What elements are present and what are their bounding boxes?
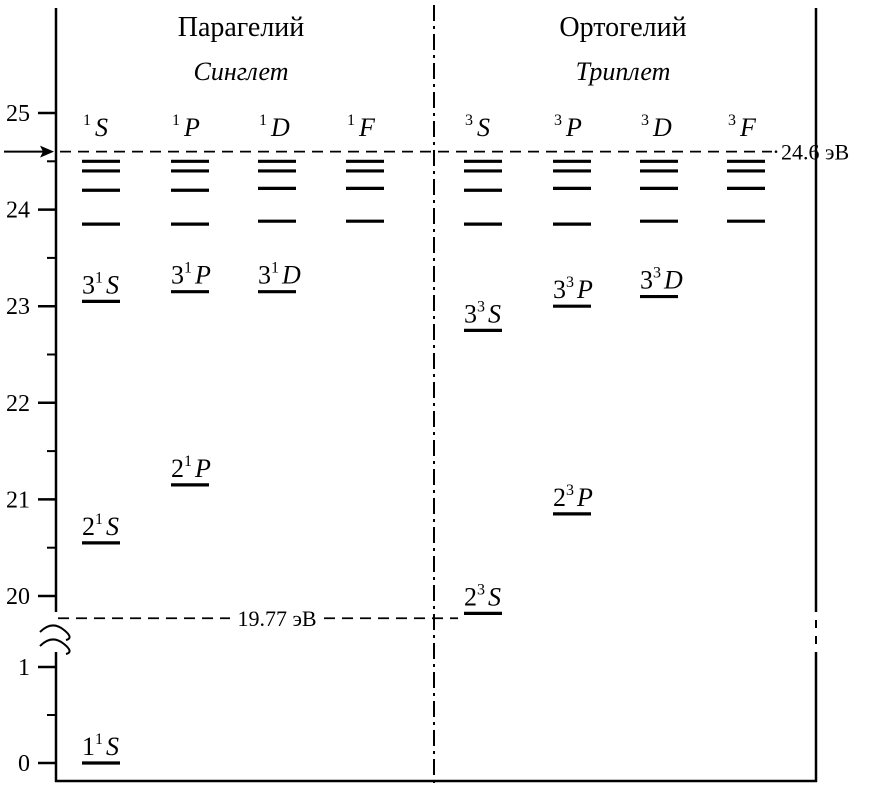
- term-multiplicity: 1: [172, 112, 180, 129]
- term-multiplicity: 1: [347, 112, 355, 129]
- y-tick-label: 20: [6, 584, 30, 610]
- level-letter: D: [281, 261, 301, 290]
- level-label-23S: 23 S: [464, 581, 501, 611]
- level-label-31S: 31 S: [82, 269, 119, 299]
- level-label-33D: 33 D: [640, 265, 683, 295]
- level-letter: S: [106, 270, 119, 299]
- ionization-dot: [774, 150, 778, 153]
- guide-lines: 24.6 эВ 19.77 эВ: [4, 140, 849, 631]
- y-tick-label: 23: [6, 294, 30, 320]
- level-multiplicity: 1: [95, 269, 103, 286]
- term-multiplicity: 3: [554, 112, 562, 129]
- y-tick-label: 25: [6, 101, 30, 127]
- ionization-arrow-head: [40, 145, 54, 158]
- term-letter: P: [565, 113, 582, 142]
- level-principal-n: 2: [171, 454, 184, 483]
- level-letter: S: [106, 512, 119, 541]
- para-subtitle: Синглет: [194, 57, 289, 86]
- y-tick-label: 24: [6, 198, 30, 224]
- level-multiplicity: 1: [271, 260, 279, 277]
- term-multiplicity: 3: [728, 112, 736, 129]
- level-letter: P: [194, 261, 211, 290]
- level-multiplicity: 3: [566, 482, 574, 499]
- level-principal-n: 3: [171, 261, 184, 290]
- level-principal-n: 3: [553, 275, 566, 304]
- level-label-11S: 11 S: [82, 731, 119, 761]
- level-multiplicity: 3: [566, 274, 574, 291]
- level-letter: D: [663, 266, 683, 295]
- level-principal-n: 1: [82, 732, 95, 761]
- ortho-title: Ортогелий: [559, 12, 686, 43]
- level-principal-n: 2: [82, 512, 95, 541]
- level-principal-n: 3: [464, 299, 477, 328]
- level-label-33P: 33 P: [553, 274, 593, 304]
- level-label-23P: 23 P: [553, 482, 593, 512]
- term-multiplicity: 3: [465, 112, 473, 129]
- level-letter: S: [488, 582, 501, 611]
- term-letter: S: [95, 113, 108, 142]
- level-multiplicity: 1: [184, 453, 192, 470]
- level-multiplicity: 1: [95, 511, 103, 528]
- ortho-subtitle: Триплет: [576, 57, 671, 86]
- term-letter: D: [270, 113, 290, 142]
- y-tick-label: 21: [6, 487, 30, 513]
- level-letter: P: [576, 275, 593, 304]
- frame: [54, 8, 818, 783]
- level-label-33S: 33 S: [464, 298, 501, 328]
- level-multiplicity: 3: [653, 265, 661, 282]
- level-multiplicity: 1: [184, 260, 192, 277]
- level-principal-n: 2: [553, 483, 566, 512]
- level-multiplicity: 3: [477, 298, 485, 315]
- ionization-energy-label: 24.6 эВ: [781, 140, 849, 165]
- y-tick-label: 0: [18, 751, 30, 777]
- energy-levels: [82, 159, 765, 765]
- level-multiplicity: 3: [477, 581, 485, 598]
- term-letter: F: [739, 113, 757, 142]
- term-letter: P: [183, 113, 200, 142]
- level-principal-n: 3: [82, 270, 95, 299]
- level-principal-n: 3: [258, 261, 271, 290]
- y-axis-ticks: 25 24 23 22 21 20 1 0: [6, 101, 56, 777]
- level-principal-n: 2: [464, 582, 477, 611]
- term-letter: D: [652, 113, 672, 142]
- level-labels: 11 S21 S21 P31 S 31 P 31 D23 S23 P33 S33 P 33 D: [82, 260, 683, 761]
- level-label-31D: 31 D: [258, 260, 301, 290]
- level-multiplicity: 1: [95, 731, 103, 748]
- term-multiplicity: 1: [83, 112, 91, 129]
- level-label-31P: 31 P: [171, 260, 211, 290]
- term-multiplicity: 1: [259, 112, 267, 129]
- level-principal-n: 3: [640, 266, 653, 295]
- axis-break-mark: [39, 620, 817, 655]
- level-letter: P: [194, 454, 211, 483]
- y-tick-label: 22: [6, 391, 30, 417]
- term-letter: F: [358, 113, 376, 142]
- level-letter: S: [106, 732, 119, 761]
- term-letter: S: [477, 113, 490, 142]
- metastable-energy-label: 19.77 эВ: [237, 606, 316, 631]
- y-tick-label: 1: [18, 655, 30, 681]
- para-title: Парагелий: [178, 12, 305, 43]
- level-label-21S: 21 S: [82, 511, 119, 541]
- level-label-21P: 21 P: [171, 453, 211, 483]
- level-letter: S: [488, 299, 501, 328]
- level-letter: P: [576, 483, 593, 512]
- term-multiplicity: 3: [641, 112, 649, 129]
